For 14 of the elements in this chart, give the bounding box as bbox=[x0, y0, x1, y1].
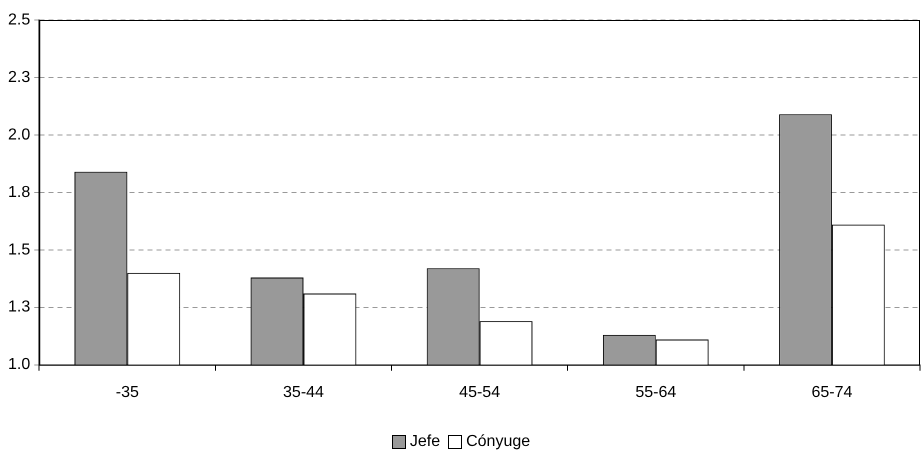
y-tick-label: 2.3 bbox=[8, 68, 30, 86]
legend-label: Jefe bbox=[410, 433, 440, 451]
y-tick-label: 1.5 bbox=[8, 241, 30, 258]
y-tick-label: 1.3 bbox=[8, 298, 30, 316]
y-tick-label: 2.0 bbox=[8, 126, 30, 144]
x-tick-label: 35-44 bbox=[283, 384, 324, 401]
x-tick-label: 65-74 bbox=[811, 384, 852, 401]
y-tick-label: 2.5 bbox=[8, 11, 30, 28]
x-tick-label: -35 bbox=[116, 384, 139, 401]
x-tick-label: 45-54 bbox=[459, 384, 500, 401]
y-tick-label: 1.0 bbox=[8, 356, 30, 374]
x-tick-label: 55-64 bbox=[635, 384, 676, 401]
series-label: Cónyuge bbox=[466, 433, 530, 451]
y-tick-label: 1.8 bbox=[8, 184, 30, 201]
